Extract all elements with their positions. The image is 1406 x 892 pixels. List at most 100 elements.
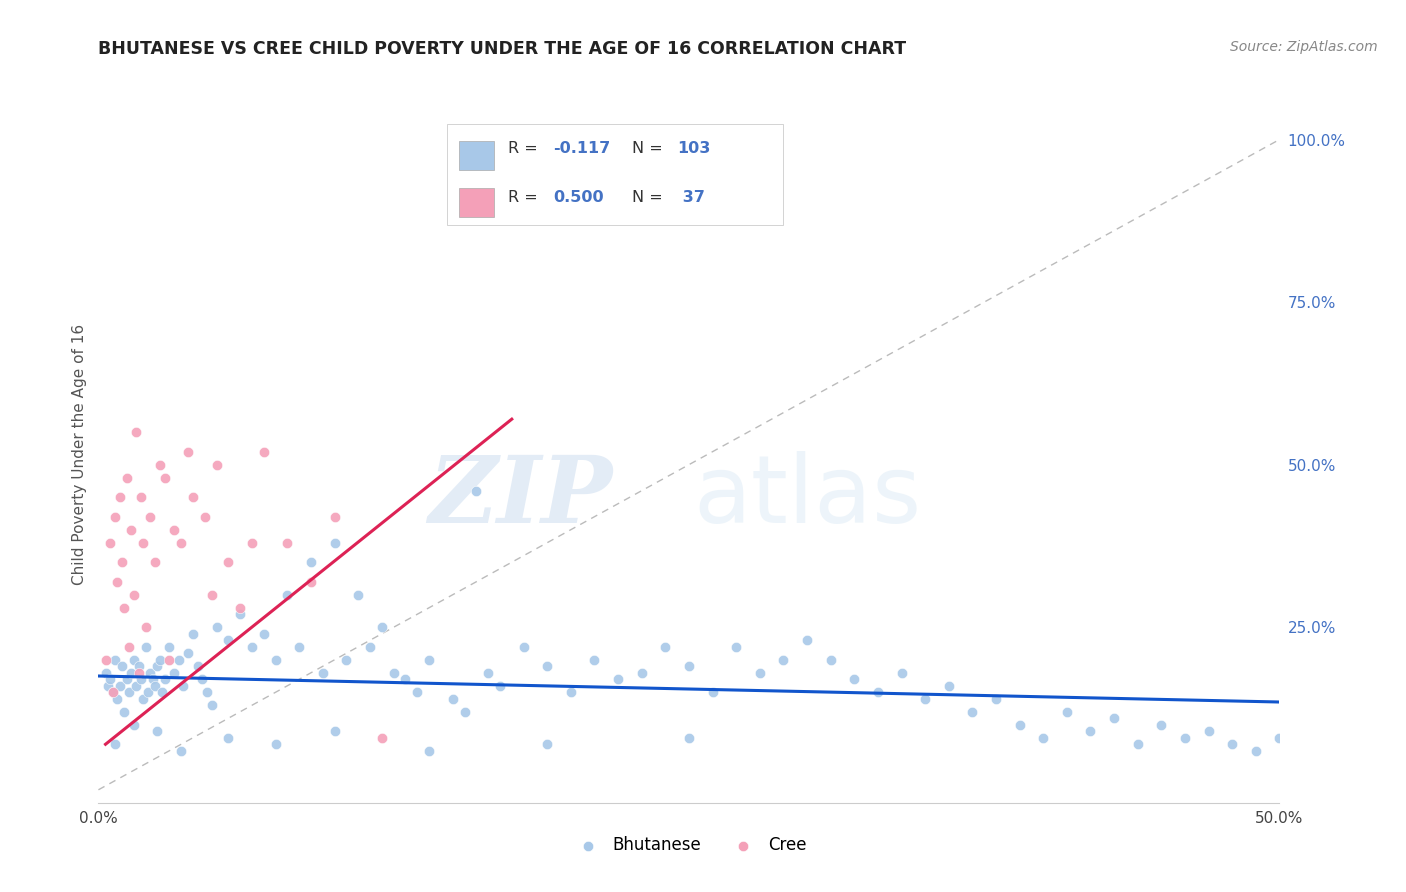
Point <box>167 653 190 667</box>
Point <box>725 640 748 654</box>
Point <box>984 691 1007 706</box>
Point <box>201 698 224 713</box>
Point <box>118 640 141 654</box>
Point <box>143 555 166 569</box>
Point <box>217 731 239 745</box>
Point <box>1244 744 1267 758</box>
Point <box>163 523 186 537</box>
Point <box>146 659 169 673</box>
Point <box>101 685 124 699</box>
Point <box>98 672 121 686</box>
Point <box>129 672 152 686</box>
Text: -0.117: -0.117 <box>553 141 610 156</box>
Point <box>312 665 335 680</box>
Point <box>1220 737 1243 751</box>
Point <box>1198 724 1220 739</box>
Point <box>453 705 475 719</box>
Point <box>149 458 172 472</box>
Point <box>217 633 239 648</box>
Point <box>253 626 276 640</box>
Text: ZIP: ZIP <box>427 451 612 541</box>
Point <box>276 535 298 549</box>
Point <box>844 672 866 686</box>
Text: N =: N = <box>633 141 668 156</box>
Point <box>195 685 218 699</box>
Point <box>122 588 145 602</box>
Point <box>139 665 162 680</box>
Point <box>371 731 394 745</box>
Point <box>94 653 117 667</box>
Point <box>122 653 145 667</box>
Point <box>128 665 150 680</box>
Point <box>217 555 239 569</box>
Point <box>264 737 287 751</box>
Point <box>122 718 145 732</box>
Point <box>111 555 134 569</box>
Point <box>112 600 135 615</box>
Point <box>104 509 127 524</box>
Point <box>94 665 117 680</box>
Point <box>418 744 440 758</box>
Point <box>132 691 155 706</box>
Point <box>181 626 204 640</box>
Text: atlas: atlas <box>693 450 921 542</box>
Point <box>1008 718 1031 732</box>
Point <box>359 640 381 654</box>
Point <box>105 691 128 706</box>
Text: 0.500: 0.500 <box>553 190 603 204</box>
Point <box>866 685 889 699</box>
Point <box>382 665 405 680</box>
Point <box>371 620 394 634</box>
Point <box>240 535 263 549</box>
Point <box>1032 731 1054 745</box>
Point <box>142 672 165 686</box>
Point <box>654 640 676 654</box>
Point <box>205 458 228 472</box>
Point <box>104 737 127 751</box>
Point <box>125 425 148 439</box>
Point <box>157 653 180 667</box>
Legend: Bhutanese, Cree: Bhutanese, Cree <box>564 830 814 861</box>
Point <box>323 535 346 549</box>
Point <box>796 633 818 648</box>
Point <box>489 679 512 693</box>
Point <box>157 640 180 654</box>
Point <box>240 640 263 654</box>
Point <box>1126 737 1149 751</box>
Point <box>115 672 138 686</box>
Point <box>129 490 152 504</box>
Text: 103: 103 <box>678 141 710 156</box>
FancyBboxPatch shape <box>447 124 783 226</box>
Text: BHUTANESE VS CREE CHILD POVERTY UNDER THE AGE OF 16 CORRELATION CHART: BHUTANESE VS CREE CHILD POVERTY UNDER TH… <box>98 40 907 58</box>
Text: R =: R = <box>508 190 543 204</box>
Point <box>139 509 162 524</box>
Point <box>962 705 984 719</box>
Point <box>1102 711 1125 725</box>
Point <box>177 646 200 660</box>
Point <box>108 490 131 504</box>
Point <box>512 640 534 654</box>
Point <box>111 659 134 673</box>
Point <box>105 574 128 589</box>
Point <box>890 665 912 680</box>
Point <box>170 744 193 758</box>
Point <box>112 705 135 719</box>
Point <box>149 653 172 667</box>
Point <box>347 588 370 602</box>
Point <box>938 679 960 693</box>
Point <box>536 659 558 673</box>
Text: Source: ZipAtlas.com: Source: ZipAtlas.com <box>1230 40 1378 54</box>
Point <box>163 665 186 680</box>
Point <box>153 672 176 686</box>
Y-axis label: Child Poverty Under the Age of 16: Child Poverty Under the Age of 16 <box>72 325 87 585</box>
Point <box>170 535 193 549</box>
Point <box>406 685 429 699</box>
Point <box>1150 718 1173 732</box>
Point <box>150 685 173 699</box>
Point <box>146 724 169 739</box>
Point <box>121 523 143 537</box>
Point <box>630 665 652 680</box>
Point <box>229 607 252 622</box>
Point <box>607 672 630 686</box>
Point <box>118 685 141 699</box>
